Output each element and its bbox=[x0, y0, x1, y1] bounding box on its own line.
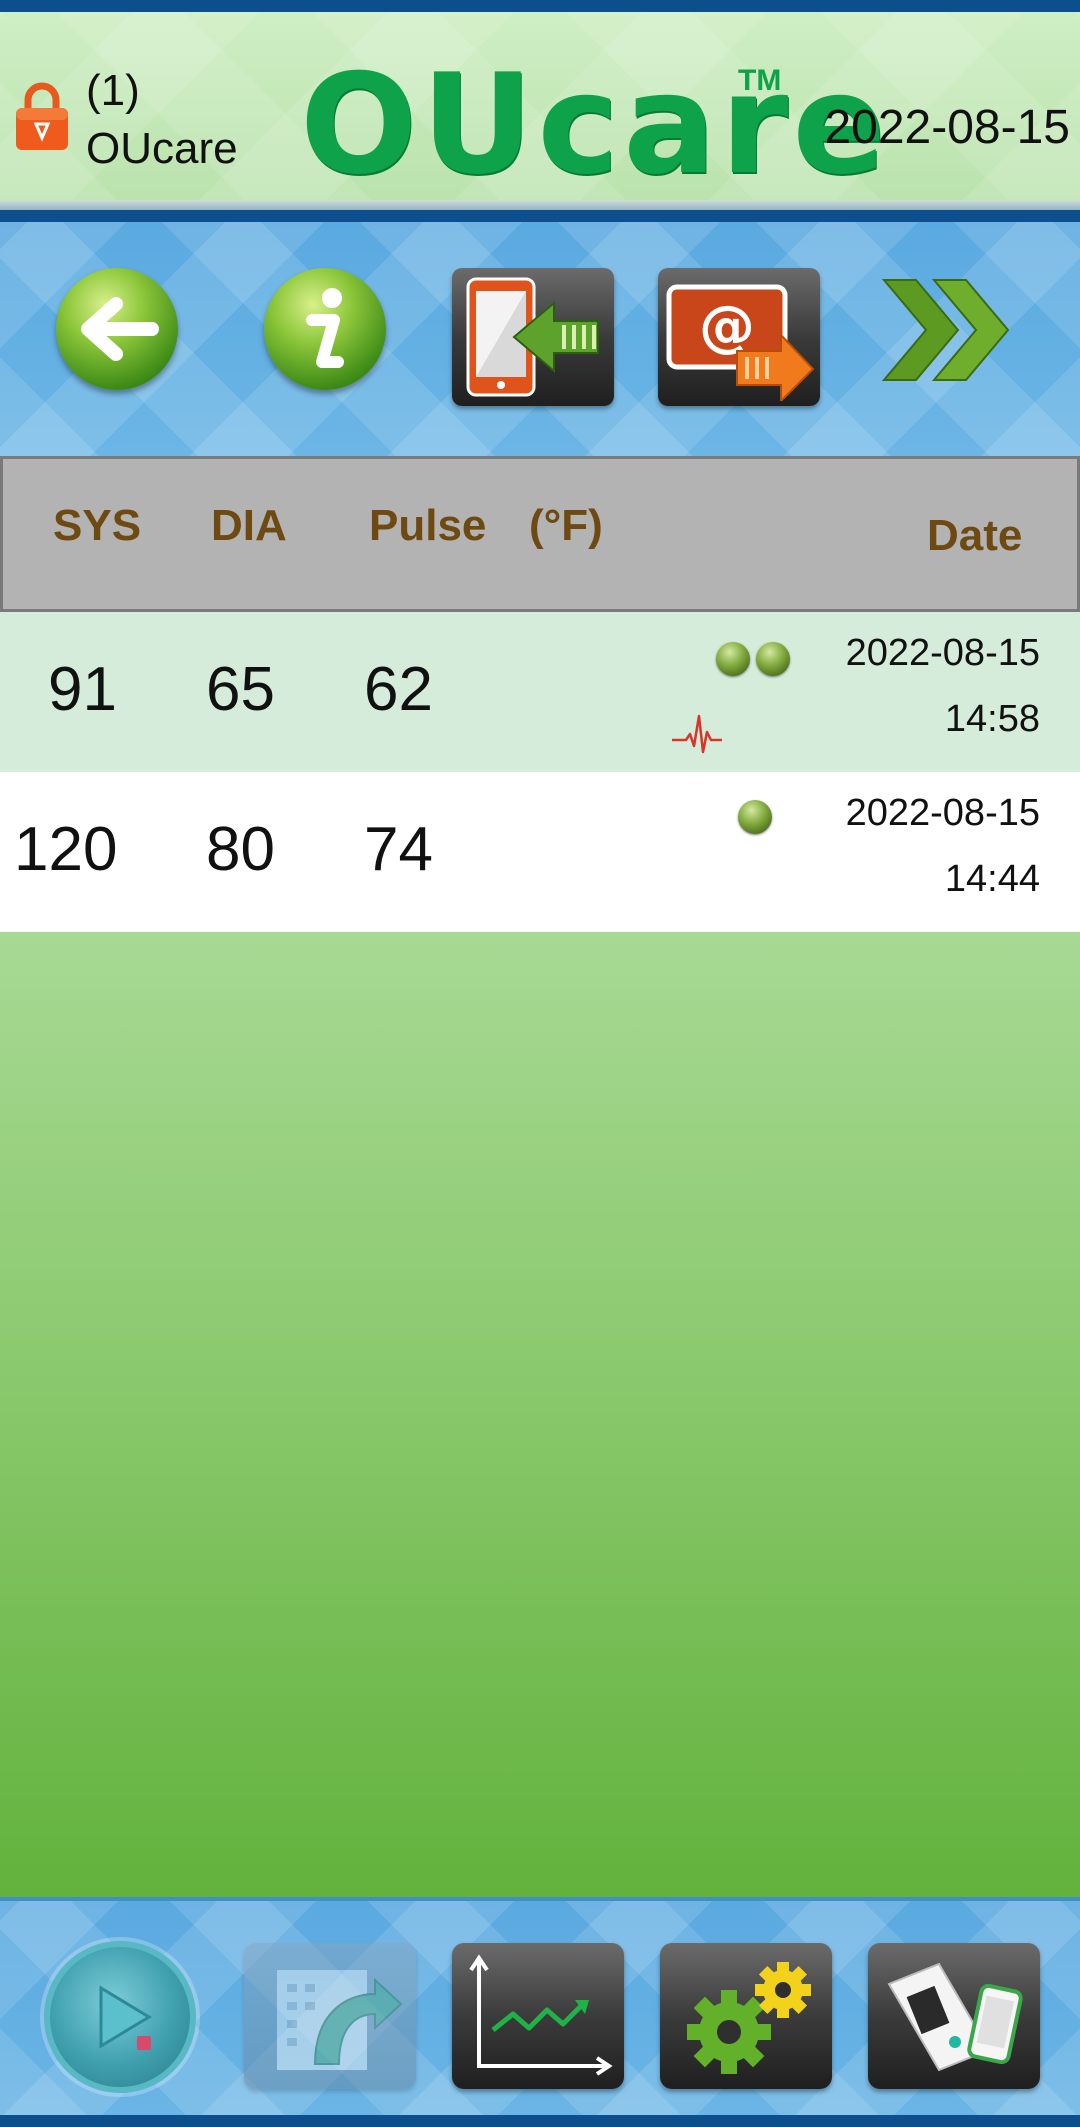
trend-chart-button[interactable] bbox=[452, 1943, 624, 2089]
email-export-icon: @ bbox=[666, 284, 815, 401]
column-header-pulse: Pulse bbox=[369, 501, 487, 550]
email-export-button[interactable]: @ bbox=[658, 268, 820, 406]
irregular-heartbeat-icon bbox=[672, 714, 722, 754]
phone-import-icon bbox=[466, 277, 599, 397]
bottom-toolbar bbox=[0, 1897, 1080, 2127]
svg-text:@: @ bbox=[699, 294, 755, 359]
play-icon bbox=[99, 1985, 152, 2050]
settings-button[interactable] bbox=[660, 1943, 832, 2089]
header-date: 2022-08-15 bbox=[824, 101, 1070, 154]
reading-date: 2022-08-15 bbox=[845, 792, 1040, 834]
app-header: (1) OUcare OUcare TM 2022-08-15 bbox=[0, 0, 1080, 222]
next-double-chevron-icon bbox=[881, 279, 1010, 381]
pulse-value: 62 bbox=[364, 655, 433, 724]
column-header-temp-unit: (°F) bbox=[529, 501, 603, 550]
sys-value: 91 bbox=[48, 655, 117, 724]
export-share-icon bbox=[277, 1970, 403, 2070]
next-button[interactable] bbox=[876, 274, 1016, 390]
status-indicator-icon bbox=[738, 800, 772, 834]
user-name[interactable]: OUcare bbox=[86, 124, 238, 173]
column-header-sys: SYS bbox=[53, 501, 142, 550]
reading-time: 14:44 bbox=[944, 858, 1040, 900]
info-button[interactable] bbox=[264, 268, 386, 390]
dia-value: 80 bbox=[206, 815, 275, 884]
top-toolbar: @ bbox=[0, 222, 1080, 456]
table-row[interactable]: 91 65 62 2022-08-15 14:58 bbox=[0, 612, 1080, 772]
back-button[interactable] bbox=[56, 268, 178, 390]
info-icon bbox=[306, 288, 344, 368]
sys-value: 120 bbox=[14, 815, 118, 884]
column-header-date: Date bbox=[927, 511, 1023, 560]
reading-time: 14:58 bbox=[944, 698, 1040, 740]
trademark-label: TM bbox=[738, 64, 782, 97]
user-id[interactable]: (1) bbox=[86, 66, 140, 115]
status-indicator-icon bbox=[756, 642, 790, 676]
back-arrow-icon bbox=[81, 297, 159, 361]
reading-date: 2022-08-15 bbox=[845, 632, 1040, 674]
share-export-button[interactable] bbox=[244, 1943, 416, 2089]
settings-gears-icon bbox=[687, 1962, 811, 2074]
import-from-device-button[interactable] bbox=[452, 268, 614, 406]
app-logo: OUcare bbox=[300, 44, 890, 205]
lock-icon[interactable] bbox=[14, 80, 70, 152]
trend-chart-icon bbox=[469, 1954, 613, 2076]
table-header: SYS DIA Pulse (°F) Date bbox=[0, 456, 1080, 612]
readings-list-empty-area bbox=[0, 932, 1080, 1897]
status-indicator-icon bbox=[716, 642, 750, 676]
pulse-value: 74 bbox=[364, 815, 433, 884]
column-header-dia: DIA bbox=[211, 501, 287, 550]
device-monitor-button[interactable] bbox=[868, 1943, 1040, 2089]
play-button[interactable] bbox=[44, 1941, 196, 2093]
blood-pressure-monitor-icon bbox=[887, 1962, 1023, 2072]
dia-value: 65 bbox=[206, 655, 275, 724]
table-row[interactable]: 120 80 74 2022-08-15 14:44 bbox=[0, 772, 1080, 932]
